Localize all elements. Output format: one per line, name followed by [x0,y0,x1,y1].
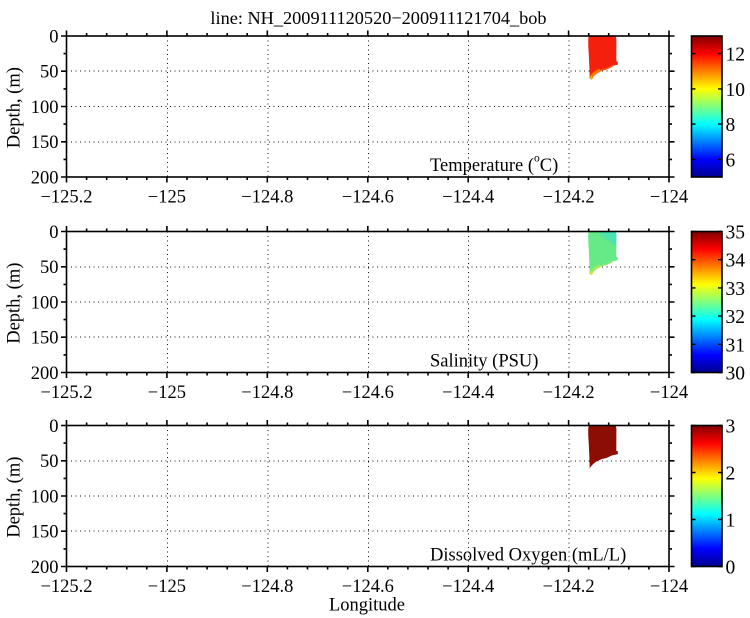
svg-text:−125.2: −125.2 [40,187,92,207]
svg-text:−124.8: −124.8 [241,187,293,207]
svg-text:100: 100 [31,98,59,118]
svg-text:1: 1 [726,511,736,532]
svg-text:Depth, (m): Depth, (m) [5,67,25,148]
svg-text:200: 200 [31,558,59,578]
svg-text:10: 10 [726,80,746,101]
svg-text:0: 0 [49,27,58,47]
svg-text:150: 150 [31,133,59,153]
svg-text:−124: −124 [650,577,688,597]
svg-text:0: 0 [49,417,58,437]
svg-text:3: 3 [726,417,736,438]
svg-text:35: 35 [726,223,746,244]
svg-text:50: 50 [40,258,59,278]
svg-text:Depth, (m): Depth, (m) [5,457,25,538]
svg-text:−125: −125 [148,577,186,597]
svg-text:200: 200 [31,168,59,188]
svg-text:−125: −125 [148,383,186,403]
svg-text:Depth, (m): Depth, (m) [5,263,25,344]
svg-text:−124.4: −124.4 [442,383,494,403]
svg-text:6: 6 [726,150,736,171]
svg-text:12: 12 [726,45,746,66]
svg-text:−125.2: −125.2 [40,383,92,403]
svg-text:33: 33 [726,279,746,300]
svg-text:150: 150 [31,329,59,349]
svg-text:Salinity (PSU): Salinity (PSU) [430,352,538,372]
svg-text:0: 0 [726,558,736,579]
svg-text:−124.4: −124.4 [442,187,494,207]
svg-text:200: 200 [31,364,59,384]
svg-text:−124.4: −124.4 [442,577,494,597]
svg-text:−124: −124 [650,187,688,207]
svg-text:31: 31 [726,335,746,356]
svg-text:Temperature (oC): Temperature (oC) [430,153,558,177]
svg-text:8: 8 [726,115,736,136]
svg-text:−125: −125 [148,187,186,207]
svg-text:100: 100 [31,293,59,313]
svg-text:2: 2 [726,464,736,485]
svg-text:100: 100 [31,487,59,507]
svg-text:Longitude: Longitude [329,595,405,615]
svg-text:30: 30 [726,364,746,385]
svg-text:−124.8: −124.8 [241,577,293,597]
svg-text:−124: −124 [650,383,688,403]
svg-text:50: 50 [40,452,59,472]
svg-text:−124.6: −124.6 [342,383,394,403]
svg-text:−124.6: −124.6 [342,187,394,207]
svg-text:Dissolved Oxygen (mL/L): Dissolved Oxygen (mL/L) [430,546,626,566]
svg-text:50: 50 [40,63,59,83]
svg-text:−124.2: −124.2 [543,187,595,207]
svg-text:−124.8: −124.8 [241,383,293,403]
svg-text:−124.2: −124.2 [543,383,595,403]
svg-text:150: 150 [31,523,59,543]
svg-text:32: 32 [726,307,746,328]
svg-text:−124.6: −124.6 [342,577,394,597]
svg-text:−124.2: −124.2 [543,577,595,597]
svg-text:−125.2: −125.2 [40,577,92,597]
svg-text:34: 34 [726,251,746,272]
svg-text:line: NH_200911120520−20091112: line: NH_200911120520−200911121704_bob [210,8,546,28]
svg-text:0: 0 [49,223,58,243]
